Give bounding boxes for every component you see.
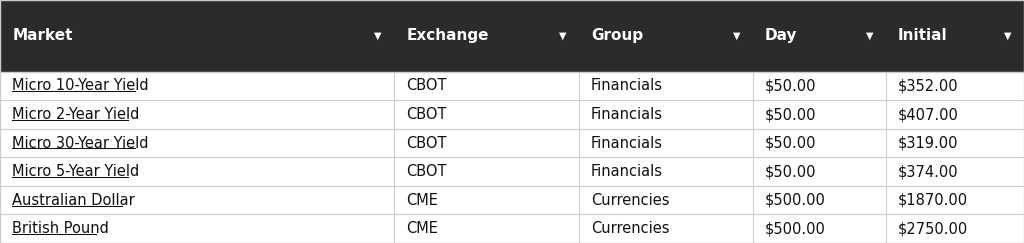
Text: $50.00: $50.00: [765, 107, 816, 122]
Text: British Pound: British Pound: [12, 221, 110, 236]
Text: $407.00: $407.00: [898, 107, 958, 122]
Text: Financials: Financials: [591, 136, 663, 151]
Bar: [0, 0, 1024, 72]
Text: Financials: Financials: [591, 164, 663, 179]
Text: CBOT: CBOT: [407, 78, 447, 94]
Text: $50.00: $50.00: [765, 78, 816, 94]
Text: $2750.00: $2750.00: [898, 221, 969, 236]
Text: Micro 2-Year Yield: Micro 2-Year Yield: [12, 107, 139, 122]
Text: CBOT: CBOT: [407, 136, 447, 151]
Bar: [0, 72, 1024, 100]
Text: ▼: ▼: [733, 31, 740, 41]
Text: Financials: Financials: [591, 107, 663, 122]
Text: ▼: ▼: [866, 31, 873, 41]
Bar: [0, 186, 1024, 214]
Bar: [0, 100, 1024, 129]
Text: Micro 10-Year Yield: Micro 10-Year Yield: [12, 78, 148, 94]
Text: $50.00: $50.00: [765, 164, 816, 179]
Text: Australian Dollar: Australian Dollar: [12, 193, 135, 208]
Text: Day: Day: [765, 28, 798, 43]
Text: Micro 30-Year Yield: Micro 30-Year Yield: [12, 136, 148, 151]
Text: Financials: Financials: [591, 78, 663, 94]
Text: $1870.00: $1870.00: [898, 193, 968, 208]
Text: CME: CME: [407, 193, 438, 208]
Text: Group: Group: [591, 28, 643, 43]
Text: Currencies: Currencies: [591, 221, 670, 236]
Text: CBOT: CBOT: [407, 164, 447, 179]
Text: Currencies: Currencies: [591, 193, 670, 208]
Text: Micro 5-Year Yield: Micro 5-Year Yield: [12, 164, 139, 179]
Text: $374.00: $374.00: [898, 164, 958, 179]
Text: Market: Market: [12, 28, 73, 43]
Text: $500.00: $500.00: [765, 221, 825, 236]
Bar: [0, 214, 1024, 243]
Text: Initial: Initial: [898, 28, 947, 43]
Text: CBOT: CBOT: [407, 107, 447, 122]
Bar: [0, 157, 1024, 186]
Text: $50.00: $50.00: [765, 136, 816, 151]
Text: CME: CME: [407, 221, 438, 236]
Text: ▼: ▼: [559, 31, 566, 41]
Text: Exchange: Exchange: [407, 28, 489, 43]
Text: ▼: ▼: [375, 31, 382, 41]
Text: $352.00: $352.00: [898, 78, 958, 94]
Text: $500.00: $500.00: [765, 193, 825, 208]
Bar: [0, 129, 1024, 157]
Text: $319.00: $319.00: [898, 136, 958, 151]
Text: ▼: ▼: [1005, 31, 1012, 41]
